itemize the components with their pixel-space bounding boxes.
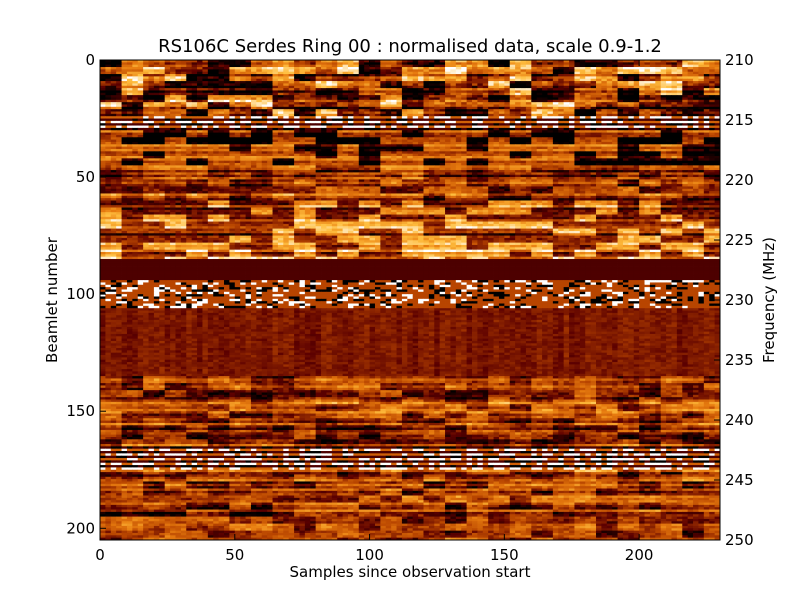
x-tick-label: 100 — [355, 546, 384, 564]
ticks: 0 50 100 150 2000501001502002102152202252302… — [66, 51, 753, 564]
y-tick-label: 200 — [66, 519, 95, 537]
y2-tick-label: 250 — [725, 531, 754, 549]
y-axis-label: Beamlet number — [43, 236, 61, 363]
y-tick-label: 50 — [76, 168, 95, 186]
y2-tick-label: 235 — [725, 351, 754, 369]
y-tick-label: 0 — [85, 51, 95, 69]
x-tick-label: 50 — [225, 546, 244, 564]
y2-tick-label: 245 — [725, 471, 754, 489]
x-tick-label: 0 — [95, 546, 105, 564]
chart-title: RS106C Serdes Ring 00 : normalised data,… — [158, 36, 662, 57]
x-tick-label: 200 — [625, 546, 654, 564]
y-tick-label: 150 — [66, 402, 95, 420]
heatmap — [100, 60, 720, 540]
x-axis-label: Samples since observation start — [290, 563, 531, 581]
y2-tick-label: 225 — [725, 231, 754, 249]
y2-axis-label: Frequency (MHz) — [760, 237, 778, 363]
x-tick-label: 150 — [490, 546, 519, 564]
y2-tick-label: 240 — [725, 411, 754, 429]
y-tick-label: 100 — [66, 285, 95, 303]
y2-tick-label: 220 — [725, 171, 754, 189]
y2-tick-label: 210 — [725, 51, 754, 69]
y2-tick-label: 230 — [725, 291, 754, 309]
y2-tick-label: 215 — [725, 111, 754, 129]
